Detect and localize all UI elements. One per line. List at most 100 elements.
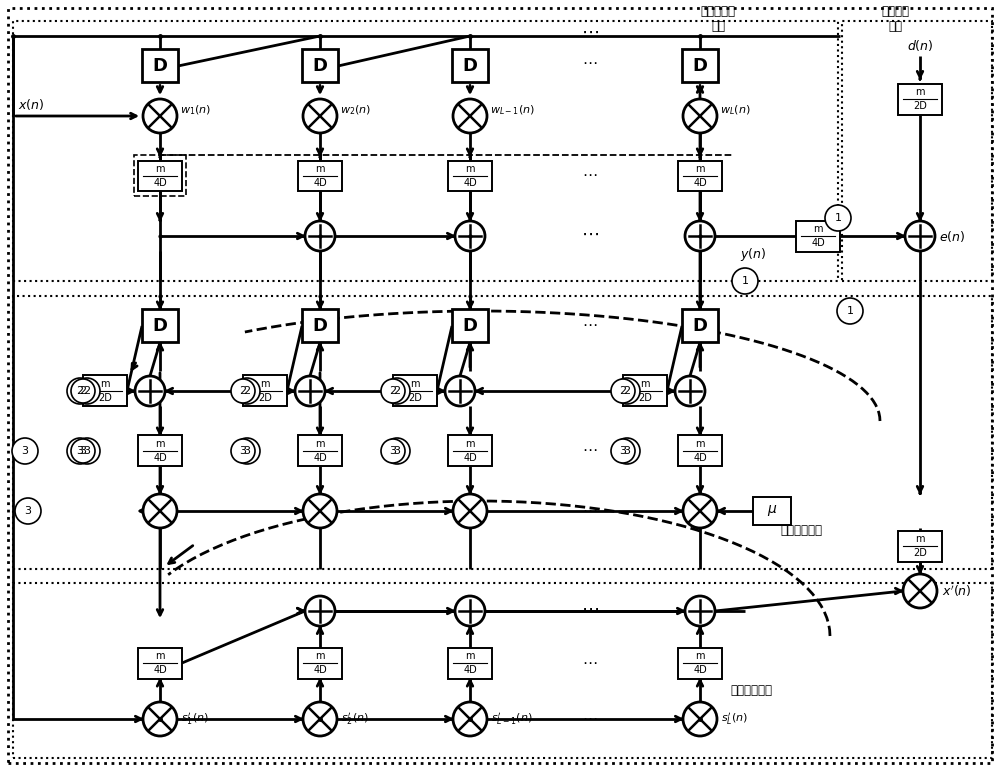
Circle shape xyxy=(74,378,100,404)
Text: $\cdots$: $\cdots$ xyxy=(581,225,599,243)
Text: 3: 3 xyxy=(240,446,247,456)
Circle shape xyxy=(732,268,758,294)
Text: 1: 1 xyxy=(846,306,854,316)
Text: m: m xyxy=(315,651,325,662)
Text: D: D xyxy=(692,57,708,75)
Circle shape xyxy=(453,494,487,528)
Text: $d(n)$: $d(n)$ xyxy=(907,39,933,53)
Circle shape xyxy=(135,376,165,406)
Text: 2: 2 xyxy=(623,386,631,396)
FancyBboxPatch shape xyxy=(448,648,492,678)
Text: m: m xyxy=(695,164,705,174)
Text: m: m xyxy=(695,651,705,662)
Text: 4D: 4D xyxy=(463,453,477,463)
Text: 2: 2 xyxy=(619,386,627,396)
Text: $\cdots$: $\cdots$ xyxy=(581,600,599,618)
FancyBboxPatch shape xyxy=(796,221,840,251)
FancyBboxPatch shape xyxy=(682,49,718,82)
Text: 4D: 4D xyxy=(693,453,707,463)
Text: $\cdots$: $\cdots$ xyxy=(582,654,598,668)
Circle shape xyxy=(384,438,410,464)
Circle shape xyxy=(231,439,255,463)
Text: m: m xyxy=(915,87,925,97)
FancyBboxPatch shape xyxy=(138,648,182,678)
Text: m: m xyxy=(260,379,270,389)
Circle shape xyxy=(234,378,260,404)
Circle shape xyxy=(67,378,93,404)
FancyBboxPatch shape xyxy=(393,375,437,406)
Text: 次级路径模块: 次级路径模块 xyxy=(730,685,772,698)
Text: 自适应滤波
模块: 自适应滤波 模块 xyxy=(700,5,736,33)
Circle shape xyxy=(67,438,93,464)
FancyBboxPatch shape xyxy=(83,375,127,406)
Circle shape xyxy=(12,438,38,464)
Circle shape xyxy=(683,494,717,528)
Circle shape xyxy=(234,438,260,464)
Circle shape xyxy=(303,99,337,133)
Text: 4D: 4D xyxy=(153,665,167,675)
Text: 3: 3 xyxy=(80,446,87,456)
Circle shape xyxy=(384,378,410,404)
Text: $w_2(n)$: $w_2(n)$ xyxy=(340,103,371,116)
FancyBboxPatch shape xyxy=(302,49,338,82)
Text: m: m xyxy=(410,379,420,389)
Circle shape xyxy=(614,438,640,464)
Text: 3: 3 xyxy=(390,446,396,456)
Circle shape xyxy=(381,379,405,403)
Text: $\mu$: $\mu$ xyxy=(767,503,777,519)
Text: $y(n)$: $y(n)$ xyxy=(740,246,766,263)
FancyBboxPatch shape xyxy=(623,375,667,406)
FancyBboxPatch shape xyxy=(678,648,722,678)
Text: 4D: 4D xyxy=(153,178,167,188)
FancyBboxPatch shape xyxy=(243,375,287,406)
Text: m: m xyxy=(155,651,165,662)
Text: 3: 3 xyxy=(624,446,631,456)
FancyBboxPatch shape xyxy=(138,436,182,466)
Circle shape xyxy=(295,376,325,406)
Text: 权値更新模块: 权値更新模块 xyxy=(780,524,822,537)
Circle shape xyxy=(143,494,177,528)
Text: 4D: 4D xyxy=(463,178,477,188)
Text: $w_L(n)$: $w_L(n)$ xyxy=(720,103,751,116)
Text: D: D xyxy=(312,317,328,335)
FancyBboxPatch shape xyxy=(142,49,178,82)
Text: m: m xyxy=(315,164,325,174)
Text: $x'(n)$: $x'(n)$ xyxy=(942,583,972,599)
Text: 2: 2 xyxy=(393,386,401,396)
Circle shape xyxy=(455,221,485,251)
Text: $\cdots$: $\cdots$ xyxy=(582,501,598,517)
Text: D: D xyxy=(692,317,708,335)
Text: $w_1(n)$: $w_1(n)$ xyxy=(180,103,211,116)
Text: $\cdots$: $\cdots$ xyxy=(582,167,598,181)
FancyBboxPatch shape xyxy=(138,160,182,191)
FancyBboxPatch shape xyxy=(448,160,492,191)
Circle shape xyxy=(143,99,177,133)
FancyBboxPatch shape xyxy=(898,530,942,561)
Circle shape xyxy=(614,378,640,404)
FancyBboxPatch shape xyxy=(678,160,722,191)
Text: $x(n)$: $x(n)$ xyxy=(18,97,44,112)
Text: 2: 2 xyxy=(79,386,87,396)
Circle shape xyxy=(74,438,100,464)
Text: $s_2'(n)$: $s_2'(n)$ xyxy=(341,711,369,727)
Text: 1: 1 xyxy=(742,276,748,286)
Text: D: D xyxy=(152,57,168,75)
Text: $\cdots$: $\cdots$ xyxy=(582,442,598,456)
Circle shape xyxy=(611,439,635,463)
Text: 4D: 4D xyxy=(153,453,167,463)
Text: m: m xyxy=(465,651,475,662)
Text: 2D: 2D xyxy=(258,392,272,402)
Circle shape xyxy=(15,498,41,524)
Circle shape xyxy=(905,221,935,251)
Text: 2D: 2D xyxy=(408,392,422,402)
Text: 3: 3 xyxy=(76,446,84,456)
Text: m: m xyxy=(315,439,325,449)
Text: m: m xyxy=(465,439,475,449)
Text: m: m xyxy=(695,439,705,449)
Text: 误差计算
模块: 误差计算 模块 xyxy=(881,5,909,33)
Text: m: m xyxy=(813,224,823,234)
Circle shape xyxy=(305,596,335,626)
FancyBboxPatch shape xyxy=(753,497,791,525)
Text: D: D xyxy=(462,317,478,335)
Circle shape xyxy=(71,439,95,463)
